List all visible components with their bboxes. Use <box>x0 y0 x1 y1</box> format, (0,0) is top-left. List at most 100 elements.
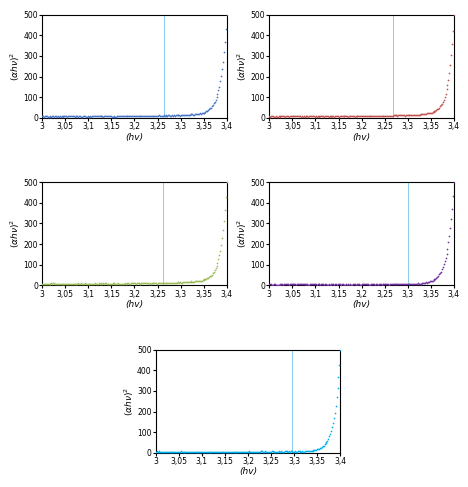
Point <box>450 11 458 19</box>
Point <box>203 448 211 456</box>
Point <box>395 111 402 119</box>
Point <box>120 280 127 287</box>
Point <box>134 112 141 120</box>
Point <box>95 280 102 287</box>
Point <box>434 105 442 113</box>
Point <box>428 109 435 117</box>
Point <box>218 448 226 456</box>
Point <box>175 448 183 456</box>
Point <box>174 448 182 456</box>
Point <box>194 448 201 455</box>
Point <box>216 251 223 259</box>
Point <box>267 280 275 288</box>
Point <box>190 111 198 118</box>
Point <box>317 444 325 452</box>
Point <box>144 279 152 287</box>
Point <box>79 112 87 120</box>
Point <box>310 281 318 288</box>
Point <box>262 448 269 455</box>
Point <box>137 112 144 120</box>
Point <box>285 448 292 456</box>
Point <box>386 280 394 288</box>
Point <box>154 279 162 287</box>
Point <box>446 69 453 76</box>
Point <box>169 448 177 455</box>
Point <box>51 112 58 120</box>
Point <box>344 281 352 288</box>
Point <box>75 280 83 287</box>
Point <box>161 448 168 456</box>
Point <box>264 448 272 456</box>
Point <box>199 109 206 117</box>
Point <box>314 280 322 288</box>
Point <box>374 112 381 120</box>
Point <box>389 280 396 288</box>
Point <box>139 279 147 287</box>
Point <box>297 447 304 455</box>
Point <box>55 280 63 288</box>
Point <box>300 281 307 288</box>
Point <box>274 113 281 121</box>
Point <box>407 281 414 288</box>
Point <box>154 112 161 120</box>
Point <box>76 280 84 288</box>
Point <box>114 280 121 288</box>
Point <box>379 281 386 288</box>
Point <box>277 448 285 455</box>
Point <box>90 112 98 120</box>
Point <box>279 112 287 120</box>
Point <box>337 112 344 120</box>
Point <box>267 112 275 120</box>
Point <box>73 112 80 120</box>
Point <box>215 255 222 262</box>
Point <box>94 112 102 120</box>
Point <box>151 280 158 287</box>
Point <box>213 448 221 456</box>
Point <box>399 280 407 288</box>
Point <box>143 112 151 120</box>
Point <box>348 281 356 288</box>
Point <box>38 112 46 120</box>
Point <box>176 279 183 287</box>
Point <box>223 449 231 456</box>
Point <box>164 448 172 456</box>
Point <box>220 217 228 225</box>
Point <box>166 112 173 119</box>
Point <box>182 279 190 286</box>
Point <box>443 250 450 258</box>
Point <box>410 111 418 119</box>
Point <box>178 448 185 456</box>
Point <box>359 281 367 288</box>
Point <box>152 279 159 287</box>
Point <box>282 448 289 455</box>
Point <box>139 112 146 119</box>
Point <box>406 112 413 119</box>
Point <box>81 280 88 287</box>
Point <box>323 281 330 289</box>
Point <box>292 448 300 456</box>
Point <box>384 112 392 119</box>
Point <box>77 280 85 287</box>
Point <box>282 112 290 120</box>
Point <box>448 205 456 213</box>
Point <box>298 112 306 120</box>
Point <box>325 113 332 121</box>
Point <box>315 112 322 120</box>
Point <box>321 440 329 448</box>
Point <box>336 280 344 288</box>
Point <box>51 280 58 287</box>
Point <box>39 280 47 288</box>
Point <box>89 112 97 120</box>
Point <box>321 112 329 120</box>
Point <box>80 112 88 120</box>
Point <box>267 448 275 456</box>
Point <box>297 113 305 121</box>
Point <box>316 445 324 452</box>
Point <box>379 112 386 120</box>
Point <box>397 112 405 119</box>
Point <box>305 112 312 120</box>
Point <box>168 279 175 287</box>
Point <box>162 279 169 287</box>
Point <box>234 448 242 456</box>
Point <box>423 279 430 286</box>
